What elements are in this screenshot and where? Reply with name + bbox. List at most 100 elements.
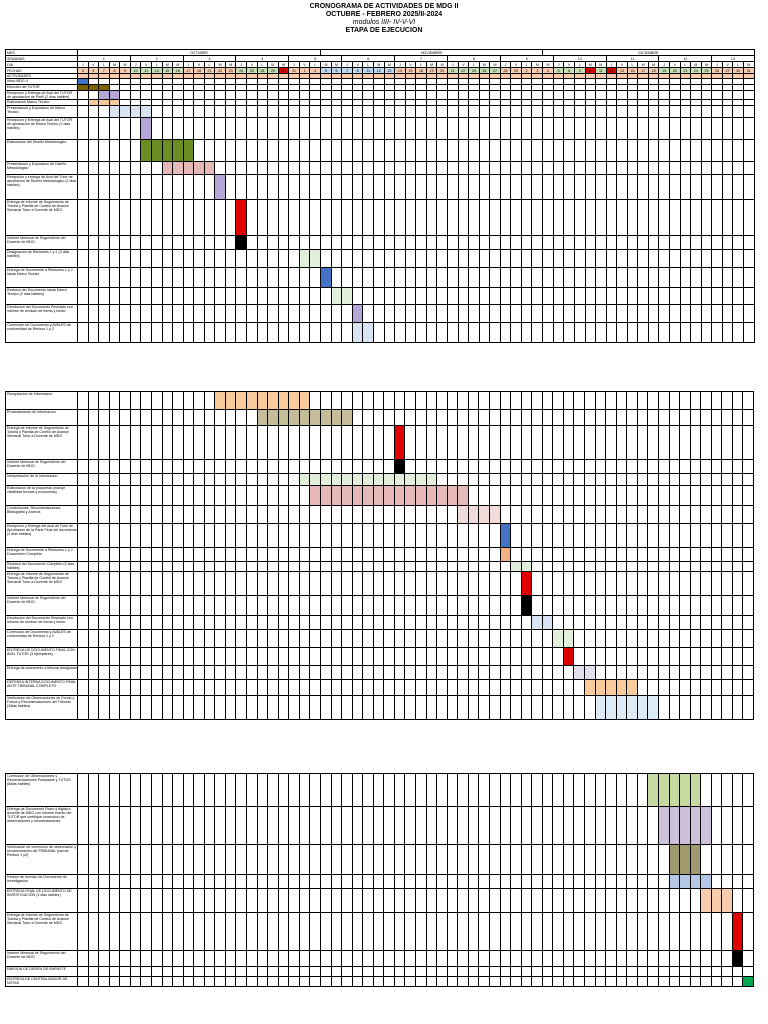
schedule-cell bbox=[383, 235, 396, 250]
schedule-cell bbox=[330, 105, 343, 118]
schedule-cell bbox=[193, 304, 205, 323]
schedule-cell bbox=[700, 425, 712, 460]
schedule-cell bbox=[298, 679, 311, 696]
schedule-cell bbox=[98, 647, 110, 666]
schedule-cell bbox=[584, 888, 596, 913]
schedule-cell bbox=[531, 267, 544, 288]
schedule-cell bbox=[742, 665, 754, 680]
activity-row: Elaboracion de la propuesta (incluye via… bbox=[5, 485, 754, 506]
schedule-cell bbox=[636, 561, 649, 572]
schedule-cell bbox=[489, 322, 501, 343]
schedule-cell bbox=[742, 391, 754, 410]
schedule-cell bbox=[499, 844, 512, 875]
schedule-cell bbox=[668, 679, 681, 696]
schedule-cell bbox=[150, 90, 163, 100]
schedule-cell bbox=[721, 547, 733, 562]
activity-row: Entrega de documento a tribunal designad… bbox=[5, 665, 754, 680]
schedule-cell bbox=[214, 459, 226, 474]
schedule-cell bbox=[700, 844, 712, 875]
schedule-cell bbox=[246, 679, 258, 696]
activity-bar-cell bbox=[309, 473, 321, 486]
schedule-cell bbox=[626, 523, 638, 548]
schedule-cell bbox=[172, 547, 184, 562]
activity-row: ENTREGA DE CENTRALIZADOR DE NOTAS bbox=[5, 976, 754, 987]
schedule-cell bbox=[341, 267, 353, 288]
schedule-cell bbox=[108, 304, 121, 323]
schedule-cell bbox=[626, 304, 639, 323]
schedule-cell bbox=[256, 647, 269, 666]
schedule-cell bbox=[129, 679, 142, 696]
schedule-cell bbox=[499, 117, 512, 140]
activity-bar-cell bbox=[309, 485, 321, 506]
schedule-cell bbox=[161, 425, 174, 460]
schedule-cell bbox=[605, 595, 617, 616]
schedule-cell bbox=[436, 571, 448, 596]
schedule-cell bbox=[668, 976, 681, 987]
schedule-cell bbox=[362, 139, 374, 162]
schedule-cell bbox=[742, 322, 755, 343]
schedule-cell bbox=[626, 874, 638, 889]
schedule-cell bbox=[436, 806, 448, 845]
schedule-cell bbox=[77, 966, 89, 977]
schedule-cell bbox=[98, 391, 110, 410]
schedule-cell bbox=[563, 304, 575, 323]
gantt-section-3: Correccion de Observaciones y Recomendac… bbox=[5, 773, 754, 987]
schedule-cell bbox=[711, 322, 723, 343]
schedule-cell bbox=[214, 304, 226, 323]
schedule-cell bbox=[224, 571, 237, 596]
schedule-cell bbox=[203, 874, 216, 889]
schedule-cell bbox=[373, 139, 385, 162]
schedule-cell bbox=[98, 950, 110, 967]
schedule-cell bbox=[77, 409, 89, 426]
schedule-cell bbox=[372, 976, 385, 987]
schedule-cell bbox=[277, 966, 290, 977]
schedule-cell bbox=[436, 547, 448, 562]
schedule-cell bbox=[161, 235, 174, 250]
schedule-cell bbox=[129, 695, 142, 720]
schedule-cell bbox=[161, 976, 174, 987]
schedule-cell bbox=[436, 523, 448, 548]
schedule-cell bbox=[351, 950, 364, 967]
schedule-cell bbox=[594, 523, 607, 548]
schedule-cell bbox=[108, 615, 121, 630]
schedule-cell bbox=[77, 806, 89, 845]
schedule-cell bbox=[637, 304, 649, 323]
schedule-cell bbox=[77, 695, 89, 720]
schedule-cell bbox=[436, 505, 448, 524]
schedule-cell bbox=[298, 966, 311, 977]
schedule-cell bbox=[383, 595, 395, 616]
schedule-cell bbox=[711, 287, 723, 305]
schedule-cell bbox=[203, 409, 216, 426]
schedule-cell bbox=[172, 391, 184, 410]
schedule-cell bbox=[499, 199, 512, 236]
activity-bar-cell bbox=[679, 806, 691, 845]
schedule-cell bbox=[415, 912, 427, 951]
schedule-cell bbox=[140, 647, 152, 666]
schedule-cell bbox=[362, 105, 374, 118]
schedule-cell bbox=[531, 571, 543, 596]
schedule-cell bbox=[457, 459, 469, 474]
schedule-cell bbox=[605, 139, 618, 162]
schedule-cell bbox=[446, 249, 459, 268]
schedule-cell bbox=[669, 139, 681, 162]
schedule-cell bbox=[119, 90, 131, 100]
schedule-cell bbox=[320, 304, 332, 323]
schedule-cell bbox=[742, 773, 754, 807]
schedule-cell bbox=[488, 629, 501, 648]
schedule-cell bbox=[520, 249, 533, 268]
schedule-cell bbox=[172, 615, 184, 630]
schedule-cell bbox=[711, 267, 723, 288]
schedule-cell bbox=[679, 485, 691, 506]
schedule-cell bbox=[393, 523, 406, 548]
schedule-cell bbox=[256, 139, 269, 162]
schedule-cell bbox=[679, 595, 691, 616]
schedule-cell bbox=[320, 235, 332, 250]
schedule-cell bbox=[520, 629, 533, 648]
schedule-cell bbox=[563, 174, 575, 200]
schedule-cell bbox=[224, 322, 237, 343]
schedule-cell bbox=[605, 665, 617, 680]
schedule-cell bbox=[298, 888, 311, 913]
schedule-cell bbox=[203, 561, 216, 572]
schedule-cell bbox=[246, 473, 258, 486]
schedule-cell bbox=[552, 976, 564, 987]
